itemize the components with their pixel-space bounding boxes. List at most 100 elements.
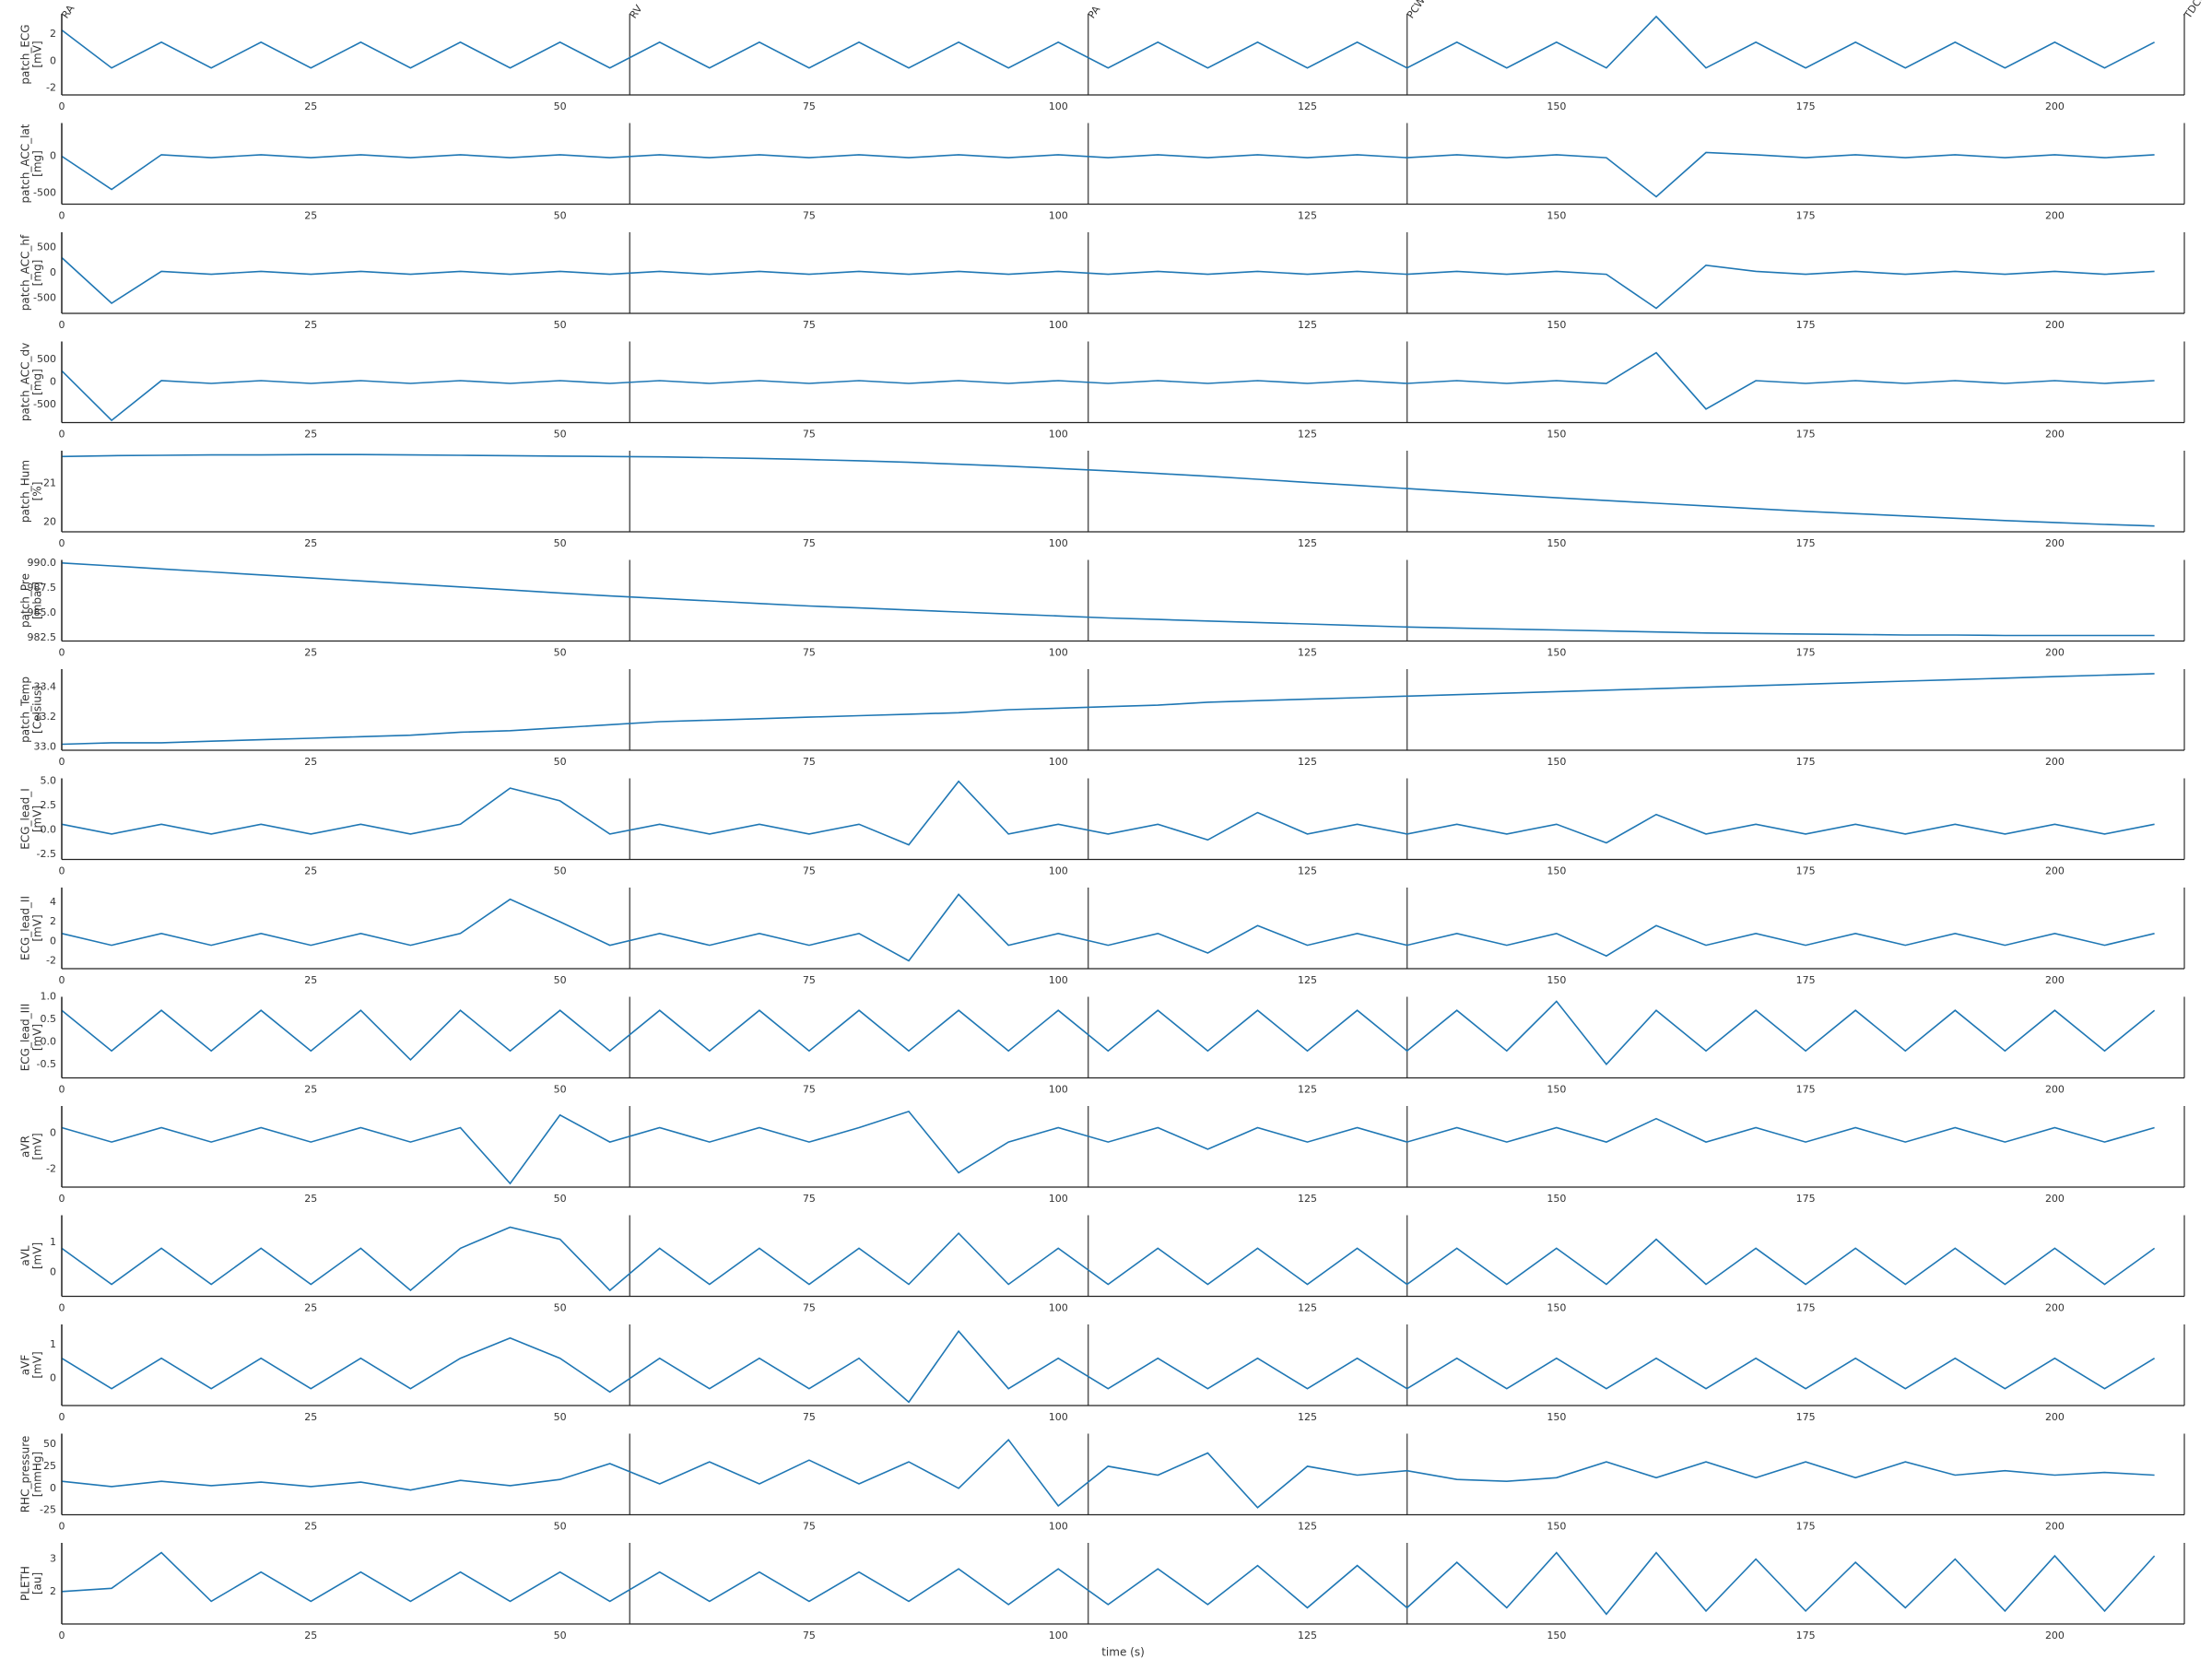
x-tick-label: 125 (1298, 1411, 1317, 1423)
x-tick-label: 50 (554, 1193, 567, 1205)
x-tick-label: 125 (1298, 647, 1317, 659)
x-tick-label: 125 (1298, 974, 1317, 986)
y-axis-label: ECG_lead_II (19, 896, 32, 960)
x-tick-label: 150 (1547, 210, 1566, 222)
x-tick-label: 100 (1049, 974, 1068, 986)
x-tick-label: 100 (1049, 1193, 1068, 1205)
x-tick-label: 50 (554, 974, 567, 986)
x-tick-label: 0 (59, 1630, 65, 1641)
y-tick-label: -2.5 (37, 848, 56, 860)
signal-line (61, 1551, 2156, 1616)
y-axis-label: [mg] (31, 369, 44, 395)
x-tick-label: 150 (1547, 429, 1566, 441)
x-tick-label: 175 (1796, 1521, 1816, 1533)
signal-line (61, 1226, 2156, 1292)
y-tick-label: -2 (46, 1162, 56, 1174)
y-tick-label: 987.5 (28, 582, 57, 594)
x-tick-label: 200 (2045, 756, 2065, 768)
x-tick-label: 175 (1796, 1411, 1816, 1423)
signal-line (61, 1110, 2155, 1185)
x-tick-label: 200 (2045, 1193, 2065, 1205)
x-tick-label: 200 (2045, 429, 2065, 441)
y-axis-label: [mV] (31, 1024, 44, 1051)
signal-line (61, 893, 2155, 962)
x-tick-label: 175 (1796, 1084, 1816, 1096)
x-tick-label: 25 (304, 100, 317, 112)
x-tick-label: 50 (554, 1521, 567, 1533)
x-tick-label: 50 (554, 1302, 567, 1314)
x-tick-label: 200 (2045, 319, 2065, 331)
x-tick-label: 175 (1796, 647, 1816, 659)
y-axis-label: [%] (31, 482, 44, 501)
x-tick-label: 100 (1049, 210, 1068, 222)
y-tick-label: 0 (50, 54, 56, 66)
y-tick-label: 0 (50, 1372, 56, 1384)
x-tick-label: 200 (2045, 1630, 2065, 1641)
x-tick-label: 25 (304, 756, 317, 768)
y-axis-label: [mg] (31, 260, 44, 287)
x-tick-label: 175 (1796, 210, 1816, 222)
y-axis-label: aVF (19, 1355, 32, 1376)
x-tick-label: 150 (1547, 865, 1566, 877)
y-axis-label: [mV] (31, 1242, 44, 1269)
y-axis-label: patch_Temp (19, 677, 32, 743)
x-tick-label: 150 (1547, 100, 1566, 112)
x-tick-label: 75 (803, 537, 816, 549)
x-tick-label: 175 (1796, 429, 1816, 441)
x-tick-label: 200 (2045, 100, 2065, 112)
x-tick-label: 175 (1796, 1630, 1816, 1641)
y-axis-label: [mV] (31, 1351, 44, 1378)
x-tick-label: 25 (304, 319, 317, 331)
x-tick-label: 25 (304, 1411, 317, 1423)
x-tick-label: 200 (2045, 537, 2065, 549)
x-tick-label: 100 (1049, 1084, 1068, 1096)
x-tick-label: 175 (1796, 100, 1816, 112)
x-tick-label: 150 (1547, 1193, 1566, 1205)
y-tick-label: 50 (43, 1438, 56, 1450)
y-tick-label: 1 (50, 1236, 56, 1248)
y-axis-label: aVR (19, 1135, 32, 1158)
x-tick-label: 0 (59, 319, 65, 331)
x-tick-label: 100 (1049, 537, 1068, 549)
signal-line (61, 453, 2155, 527)
signal-line (61, 780, 2155, 846)
y-tick-label: 33.2 (34, 711, 57, 723)
x-tick-label: 100 (1049, 1630, 1068, 1641)
x-tick-label: 50 (554, 1411, 567, 1423)
x-tick-label: 175 (1796, 1193, 1816, 1205)
y-axis-label: [Celsius] (31, 686, 44, 734)
y-axis-label: ECG_lead_I (19, 788, 32, 850)
x-tick-label: 150 (1547, 1630, 1566, 1641)
x-axis-label: time (s) (1101, 1646, 1145, 1659)
x-tick-label: 75 (803, 1630, 816, 1641)
x-tick-label: 75 (803, 647, 816, 659)
y-tick-label: 20 (43, 516, 56, 528)
x-tick-label: 125 (1298, 537, 1317, 549)
x-tick-label: 200 (2045, 974, 2065, 986)
x-tick-label: 100 (1049, 865, 1068, 877)
x-tick-label: 75 (803, 1084, 816, 1096)
x-tick-label: 25 (304, 1302, 317, 1314)
signal-line (61, 256, 2155, 310)
x-tick-label: 0 (59, 756, 65, 768)
x-tick-label: 25 (304, 1521, 317, 1533)
y-tick-label: 500 (37, 353, 56, 365)
x-tick-label: 150 (1547, 1521, 1566, 1533)
y-tick-label: -500 (33, 187, 56, 199)
y-tick-label: 1.0 (41, 991, 57, 1003)
x-tick-label: 75 (803, 1411, 816, 1423)
x-tick-label: 175 (1796, 974, 1816, 986)
x-tick-label: 125 (1298, 1302, 1317, 1314)
x-tick-label: 125 (1298, 1084, 1317, 1096)
x-tick-label: 75 (803, 974, 816, 986)
y-tick-label: 0 (50, 150, 56, 162)
x-tick-label: 50 (554, 319, 567, 331)
x-tick-label: 175 (1796, 865, 1816, 877)
x-tick-label: 75 (803, 1302, 816, 1314)
x-tick-label: 200 (2045, 1521, 2065, 1533)
x-tick-label: 150 (1547, 974, 1566, 986)
signal-line (61, 351, 2155, 422)
y-tick-label: 2 (50, 1585, 56, 1597)
y-axis-label: patch_Pre (19, 573, 32, 628)
y-tick-label: 500 (37, 241, 56, 253)
